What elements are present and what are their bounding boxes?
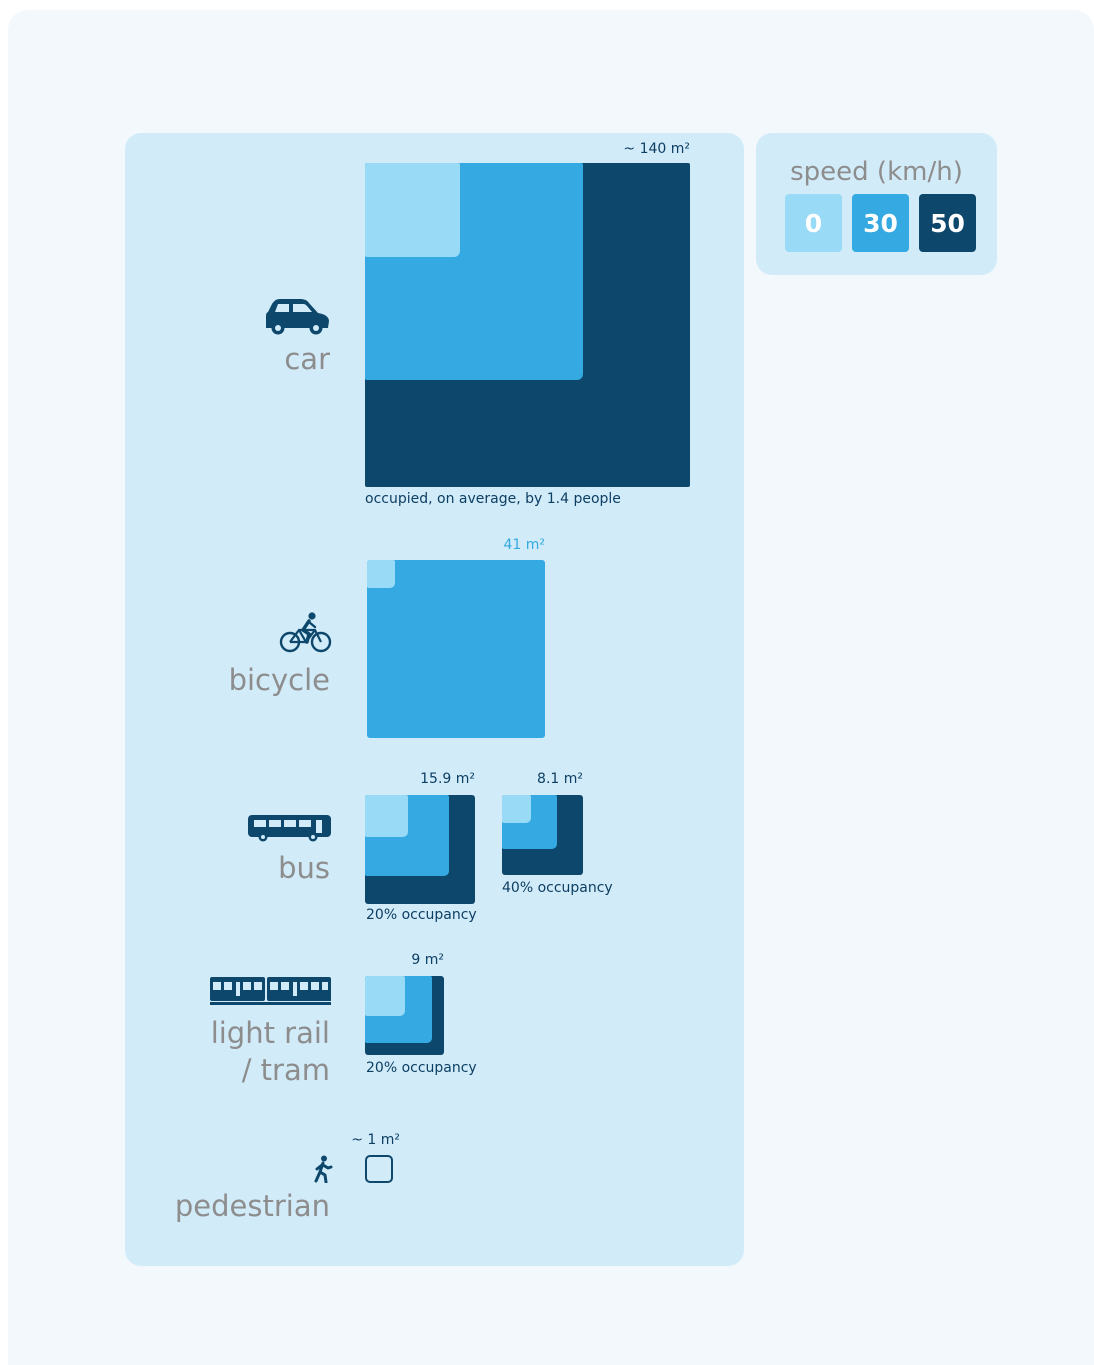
bicycle-area-speed-30 <box>367 560 545 738</box>
car-icon <box>266 299 329 335</box>
car-area-speed-0 <box>365 163 460 257</box>
bus-20-area-speed-0 <box>365 795 408 837</box>
tram-occupancy-note: 20% occupancy <box>366 1060 477 1076</box>
bus-20-occupancy-note: 20% occupancy <box>366 907 477 923</box>
bus-icon <box>248 815 331 842</box>
speed-swatch-0: 0 <box>785 194 842 252</box>
pedestrian-area-label: ~ 1 m² <box>351 1132 400 1148</box>
speed-swatch-30: 30 <box>852 194 909 252</box>
mode-label-bus: bus <box>278 851 330 885</box>
mode-label-light-rail-line1: light rail <box>210 1016 330 1050</box>
mode-label-light-rail-line2: / tram <box>241 1053 330 1087</box>
mode-label-car: car <box>284 342 330 376</box>
speed-swatch-50: 50 <box>919 194 976 252</box>
car-area-label: ~ 140 m² <box>623 141 690 157</box>
mode-label-bicycle: bicycle <box>228 663 330 697</box>
bicycle-area-label: 41 m² <box>503 537 545 553</box>
bus-40-area-label: 8.1 m² <box>537 771 583 787</box>
car-occupancy-note: occupied, on average, by 1.4 people <box>365 491 621 507</box>
bicycle-icon <box>279 612 332 653</box>
tram-area-speed-0 <box>365 976 405 1016</box>
pedestrian-area-outline <box>365 1155 393 1183</box>
legend-title: speed (km/h) <box>790 157 963 187</box>
tram-area-label: 9 m² <box>411 952 444 968</box>
bus-40-occupancy-note: 40% occupancy <box>502 880 613 896</box>
bus-20-area-label: 15.9 m² <box>420 771 475 787</box>
walking-person-icon <box>314 1155 333 1183</box>
bicycle-area-speed-0 <box>367 560 395 588</box>
bus-40-area-speed-0 <box>502 795 531 823</box>
mode-label-pedestrian: pedestrian <box>174 1189 330 1223</box>
tram-icon <box>210 977 331 1005</box>
